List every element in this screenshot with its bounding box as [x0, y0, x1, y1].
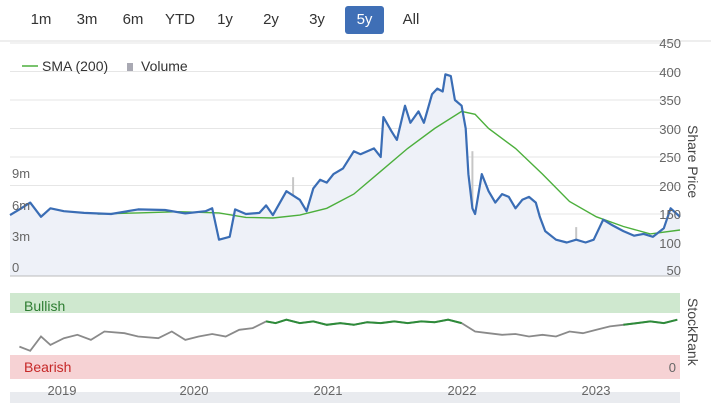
stockrank-tick-label: 0 — [669, 360, 676, 375]
price-area — [10, 74, 680, 276]
volume-legend-swatch — [127, 63, 133, 71]
navigator-bar[interactable] — [10, 392, 680, 403]
price-tick-label: 450 — [659, 36, 681, 51]
price-tick-label: 50 — [667, 263, 681, 278]
range-button-5y[interactable]: 5y — [345, 6, 384, 34]
x-tick-label: 2021 — [314, 383, 343, 398]
range-button-all[interactable]: All — [402, 11, 420, 28]
bearish-zone — [10, 355, 680, 379]
sma-legend-label[interactable]: SMA (200) — [42, 58, 108, 74]
range-button-ytd[interactable]: YTD — [165, 11, 195, 28]
bearish-label: Bearish — [24, 359, 71, 375]
price-tick-label: 250 — [659, 150, 681, 165]
x-tick-label: 2023 — [582, 383, 611, 398]
legend: SMA (200) Volume — [22, 58, 188, 74]
volume-tick-label: 3m — [12, 229, 30, 244]
range-button-6m[interactable]: 6m — [122, 11, 144, 28]
bullish-label: Bullish — [24, 298, 65, 314]
price-axis: 450 400 350 300 250 200 150 100 50 — [659, 36, 681, 278]
range-selector: 1m 3m 6m YTD 1y 2y 3y 5y All — [0, 6, 450, 34]
x-tick-label: 2022 — [448, 383, 477, 398]
stockrank-bullish-line — [265, 318, 678, 326]
range-button-3m[interactable]: 3m — [76, 11, 98, 28]
stockrank-axis-title: StockRank — [685, 298, 701, 367]
range-button-2y[interactable]: 2y — [263, 11, 279, 28]
range-button-3y[interactable]: 3y — [309, 11, 325, 28]
price-tick-label: 350 — [659, 93, 681, 108]
volume-tick-label: 9m — [12, 166, 30, 181]
price-tick-label: 100 — [659, 236, 681, 251]
range-button-1y[interactable]: 1y — [217, 11, 233, 28]
volume-tick-label: 0 — [12, 260, 19, 275]
price-tick-label: 400 — [659, 65, 681, 80]
x-axis: 2019 2020 2021 2022 2023 — [48, 383, 611, 398]
price-tick-label: 300 — [659, 122, 681, 137]
price-axis-title: Share Price — [685, 125, 701, 198]
price-tick-label: 200 — [659, 179, 681, 194]
price-tick-label: 150 — [659, 207, 681, 222]
x-tick-label: 2020 — [180, 383, 209, 398]
volume-axis: 9m 6m 3m 0 — [12, 166, 30, 275]
price-line — [9, 73, 681, 244]
volume-legend-label[interactable]: Volume — [141, 58, 188, 74]
sma-line — [97, 110, 681, 235]
range-button-1m[interactable]: 1m — [30, 11, 52, 28]
volume-tick-label: 6m — [12, 198, 30, 213]
x-tick-label: 2019 — [48, 383, 77, 398]
bullish-zone — [10, 293, 680, 313]
